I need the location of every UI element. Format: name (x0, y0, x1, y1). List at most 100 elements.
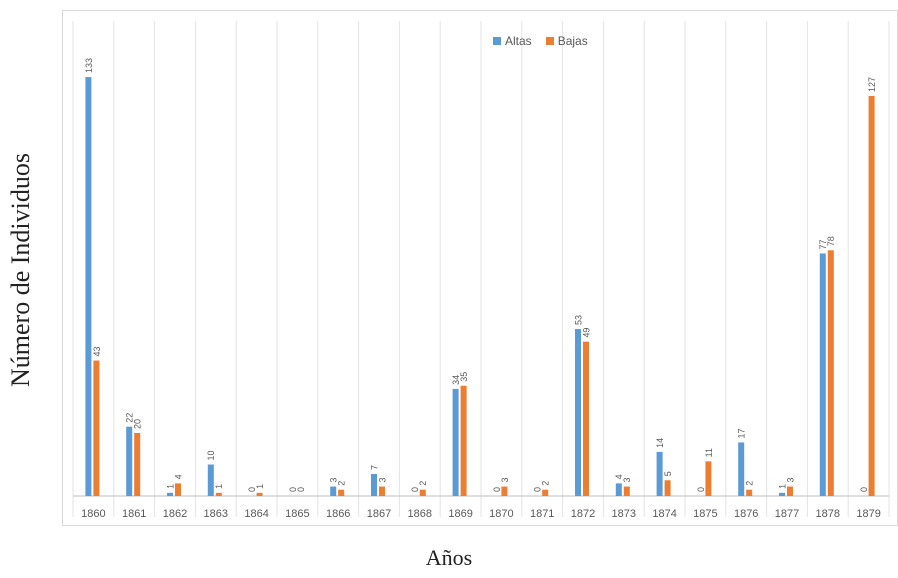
data-label-bajas-1878: 78 (826, 236, 836, 246)
bar-bajas-1862 (175, 483, 181, 496)
data-label-altas-1878: 77 (818, 239, 828, 249)
legend-label-bajas: Bajas (557, 34, 588, 48)
data-label-altas-1872: 53 (573, 315, 583, 325)
bar-altas-1873 (615, 483, 622, 496)
data-label-altas-1863: 10 (206, 450, 216, 460)
x-tick-label-1861: 1861 (122, 508, 146, 520)
bar-bajas-1868 (419, 489, 426, 496)
data-label-altas-1868: 0 (410, 487, 420, 492)
data-label-altas-1866: 3 (329, 478, 339, 483)
bar-altas-1869 (452, 388, 459, 496)
bar-altas-1861 (126, 426, 133, 496)
data-label-altas-1875: 0 (696, 487, 706, 492)
chart-area: 133 43 1860 22 20 1861 1 4 1862 10 1 1863 0 1 1864 0 0 18… (62, 10, 898, 526)
x-tick-label-1866: 1866 (326, 508, 350, 520)
legend: Altas Bajas (493, 31, 588, 51)
x-tick-label-1868: 1868 (408, 508, 432, 520)
bar-bajas-1873 (623, 486, 630, 496)
bar-bajas-1877 (787, 486, 793, 496)
bar-bajas-1863 (215, 492, 222, 496)
bar-altas-1867 (371, 473, 377, 496)
data-label-altas-1861: 22 (125, 413, 135, 423)
x-tick-label-1877: 1877 (775, 508, 799, 520)
x-tick-label-1872: 1872 (571, 508, 595, 520)
bar-bajas-1875 (705, 461, 712, 496)
data-label-altas-1864: 0 (247, 487, 257, 492)
legend-item-altas: Altas (493, 34, 532, 48)
data-label-altas-1871: 0 (533, 487, 543, 492)
bar-bajas-1866 (338, 489, 345, 496)
data-label-altas-1867: 7 (369, 465, 379, 470)
bar-altas-1860 (85, 77, 92, 497)
data-label-bajas-1877: 3 (785, 478, 795, 483)
x-tick-label-1874: 1874 (652, 508, 676, 520)
x-tick-label-1870: 1870 (489, 508, 513, 520)
bar-altas-1877 (779, 492, 785, 496)
legend-swatch-bajas (545, 37, 554, 45)
x-tick-label-1867: 1867 (367, 508, 391, 520)
bar-bajas-1879 (868, 95, 875, 496)
bar-altas-1872 (575, 329, 581, 496)
data-label-bajas-1868: 2 (418, 481, 428, 486)
data-label-bajas-1870: 3 (500, 478, 510, 483)
bar-altas-1862 (167, 492, 173, 496)
bar-bajas-1870 (501, 486, 508, 496)
data-label-altas-1879: 0 (859, 487, 869, 492)
x-tick-label-1864: 1864 (244, 508, 268, 520)
data-label-bajas-1864: 1 (255, 484, 265, 489)
x-tick-label-1862: 1862 (163, 508, 187, 520)
data-label-altas-1874: 14 (655, 438, 665, 448)
data-label-altas-1865: 0 (288, 487, 298, 492)
data-label-bajas-1861: 20 (133, 419, 143, 429)
bar-altas-1876 (738, 442, 745, 496)
x-axis-label: Años (425, 545, 473, 570)
data-label-bajas-1866: 2 (337, 481, 347, 486)
bar-altas-1866 (330, 486, 337, 496)
x-tick-label-1875: 1875 (693, 508, 717, 520)
x-tick-label-1865: 1865 (285, 508, 309, 520)
data-label-bajas-1874: 5 (663, 471, 673, 476)
bar-bajas-1864 (256, 492, 263, 496)
bar-bajas-1878 (827, 250, 834, 496)
data-label-altas-1873: 4 (614, 474, 624, 479)
data-label-altas-1862: 1 (165, 484, 175, 489)
data-label-bajas-1879: 127 (867, 77, 877, 92)
data-label-bajas-1862: 4 (173, 474, 183, 479)
x-tick-label-1878: 1878 (816, 508, 840, 520)
legend-item-bajas: Bajas (545, 34, 588, 48)
legend-label-altas: Altas (505, 34, 532, 48)
bar-bajas-1860 (93, 360, 100, 496)
data-label-bajas-1876: 2 (745, 481, 755, 486)
data-label-altas-1877: 1 (777, 484, 787, 489)
bar-bajas-1867 (379, 486, 385, 496)
data-label-altas-1870: 0 (492, 487, 502, 492)
data-label-bajas-1873: 3 (622, 478, 632, 483)
data-label-altas-1876: 17 (737, 428, 747, 438)
bar-chart: 1334318602220186114186210118630118640018… (72, 21, 890, 520)
data-label-bajas-1867: 3 (377, 478, 387, 483)
bar-bajas-1876 (746, 489, 753, 496)
bar-altas-1878 (819, 253, 826, 496)
bar-bajas-1869 (460, 385, 467, 496)
x-tick-label-1871: 1871 (530, 508, 554, 520)
bar-bajas-1871 (542, 489, 549, 496)
data-label-bajas-1871: 2 (541, 481, 551, 486)
data-label-altas-1869: 34 (451, 375, 461, 385)
bar-altas-1863 (207, 464, 214, 496)
data-label-bajas-1860: 43 (92, 347, 102, 357)
x-tick-label-1863: 1863 (204, 508, 228, 520)
data-label-bajas-1875: 11 (704, 448, 714, 457)
x-tick-label-1860: 1860 (81, 508, 105, 520)
data-label-bajas-1872: 49 (581, 328, 591, 338)
bar-bajas-1874 (664, 480, 671, 496)
data-label-bajas-1863: 1 (214, 484, 224, 489)
x-tick-label-1876: 1876 (734, 508, 758, 520)
bar-altas-1874 (656, 451, 663, 496)
data-label-bajas-1865: 0 (296, 487, 306, 492)
bar-bajas-1861 (134, 433, 141, 496)
x-tick-label-1873: 1873 (612, 508, 636, 520)
bar-bajas-1872 (583, 341, 589, 496)
y-axis-label: Número de Individuos (6, 153, 35, 387)
legend-swatch-altas (493, 37, 501, 45)
data-label-bajas-1869: 35 (459, 372, 469, 382)
